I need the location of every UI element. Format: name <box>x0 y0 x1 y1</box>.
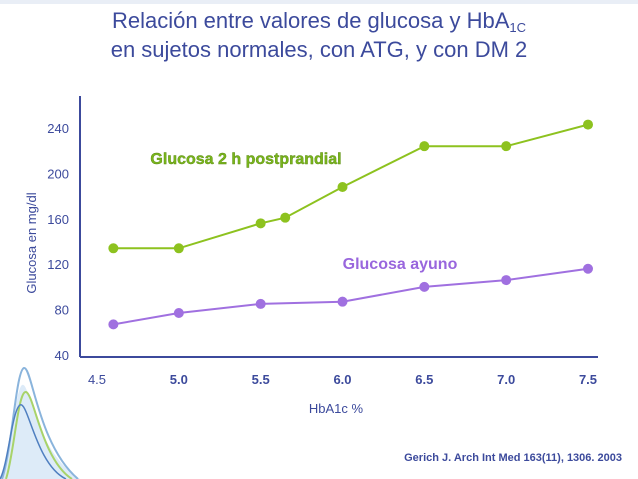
y-tick-label: 80 <box>55 303 69 318</box>
data-point <box>108 243 119 254</box>
data-point <box>173 308 184 319</box>
data-point <box>280 212 291 223</box>
x-tick-label: 5.5 <box>252 372 270 387</box>
y-tick-label: 240 <box>47 121 69 136</box>
x-axis-title: HbA1c % <box>309 401 364 416</box>
data-point <box>255 218 266 229</box>
data-point <box>501 275 512 286</box>
data-point <box>337 182 348 193</box>
series-label: Glucosa ayuno <box>343 256 458 273</box>
x-tick-label: 5.0 <box>170 372 188 387</box>
data-point <box>419 281 430 292</box>
series-line <box>113 123 589 250</box>
title-line-2: en sujetos normales, con ATG, y con DM 2 <box>110 37 528 62</box>
data-point <box>108 319 119 330</box>
slide-title: Relación entre valores de glucosa y HbA1… <box>0 6 638 64</box>
title-subscript: 1C <box>509 20 527 35</box>
data-point <box>173 243 184 254</box>
title-line-1-text: Relación entre valores de glucosa y HbA <box>111 8 510 33</box>
chart-series <box>108 119 593 330</box>
x-tick-label: 6.5 <box>415 372 433 387</box>
citation: Gerich J. Arch Int Med 163(11), 1306. 20… <box>404 452 622 464</box>
series-label: Glucosa 2 h postprandial <box>150 151 341 168</box>
data-point <box>583 119 593 130</box>
data-point <box>337 296 348 307</box>
title-line-1: Relación entre valores de glucosa y HbA1… <box>0 6 638 35</box>
data-point <box>419 141 430 152</box>
y-tick-label: 200 <box>47 166 69 181</box>
data-point <box>583 263 593 274</box>
y-tick-label: 120 <box>47 257 69 272</box>
data-point <box>255 298 266 309</box>
series-line <box>113 267 589 326</box>
chart-axes: 40 80 120 160 200 240 4.5 5.0 5.5 6.0 6.5 7.0 7.5 HbA… <box>24 96 598 416</box>
y-axis-title: Glucosa en mg/dl <box>24 192 39 293</box>
x-tick-label: 4.5 <box>88 372 106 387</box>
chart-labels: Glucosa 2 h postprandial Glucosa ayuno <box>150 151 457 273</box>
data-point <box>501 141 512 152</box>
top-accent-bar <box>0 0 638 4</box>
x-tick-label: 7.5 <box>579 372 597 387</box>
x-tick-label: 7.0 <box>497 372 515 387</box>
decorative-swoosh <box>0 366 80 479</box>
x-tick-label: 6.0 <box>333 372 351 387</box>
y-tick-label: 40 <box>55 348 69 363</box>
y-tick-label: 160 <box>47 212 69 227</box>
